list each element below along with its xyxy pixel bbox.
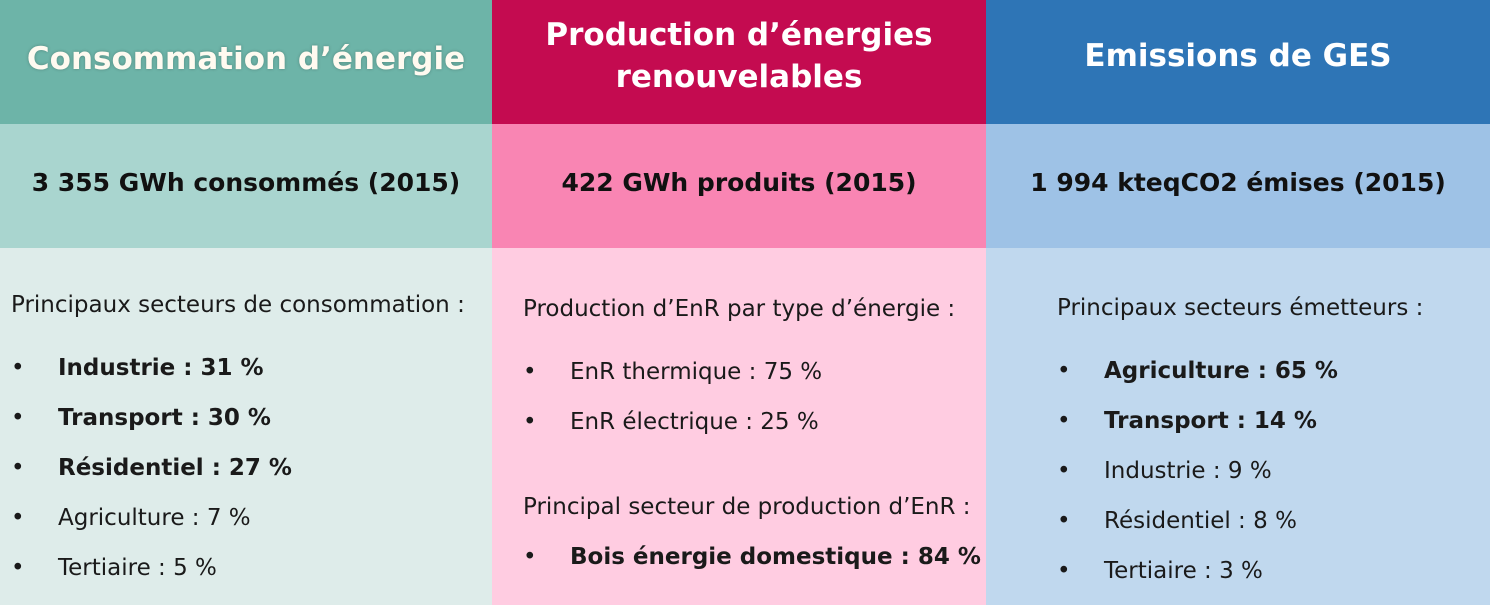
renewables-column: Production d’énergies renouvelables 422 … — [492, 0, 986, 605]
consumption-sectors-label: Principaux secteurs de consommation : — [11, 292, 465, 318]
bullet-icon: • — [11, 505, 25, 531]
energy-consumption-stat: 3 355 GWh consommés (2015) — [0, 124, 492, 248]
bullet-icon: • — [523, 544, 537, 570]
list-item-text: Tertiaire : 3 % — [1104, 558, 1263, 584]
list-item-text: EnR électrique : 25 % — [570, 409, 819, 435]
ghg-emissions-body: Principaux secteurs émetteurs : • Agricu… — [986, 248, 1490, 605]
energy-consumption-title: Consommation d’énergie — [26, 41, 466, 77]
bullet-icon: • — [1057, 408, 1071, 434]
list-item-text: Industrie : 31 % — [58, 355, 264, 381]
bullet-icon: • — [11, 455, 25, 481]
list-item-text: Transport : 14 % — [1104, 408, 1317, 434]
list-item-text: Transport : 30 % — [58, 405, 271, 431]
renewables-by-type-label: Production d’EnR par type d’énergie : — [523, 296, 956, 322]
list-item-text: Tertiaire : 5 % — [58, 555, 217, 581]
ghg-emissions-header: Emissions de GES — [986, 0, 1490, 124]
ghg-emissions-column: Emissions de GES 1 994 kteqCO2 émises (2… — [986, 0, 1490, 605]
bullet-icon: • — [11, 405, 25, 431]
ghg-emissions-title: Emissions de GES — [1084, 38, 1392, 74]
list-item-text: Résidentiel : 27 % — [58, 455, 292, 481]
bullet-icon: • — [523, 359, 537, 385]
energy-consumption-stat-text: 3 355 GWh consommés (2015) — [31, 167, 461, 197]
renewables-header: Production d’énergies renouvelables — [492, 0, 986, 124]
renewables-main-sector-label: Principal secteur de production d’EnR : — [523, 494, 971, 520]
bullet-icon: • — [11, 555, 25, 581]
emitting-sectors-label: Principaux secteurs émetteurs : — [1057, 295, 1424, 321]
list-item-text: EnR thermique : 75 % — [570, 359, 823, 385]
list-item-text: Agriculture : 7 % — [58, 505, 251, 531]
list-item-text: Industrie : 9 % — [1104, 458, 1272, 484]
bullet-icon: • — [1057, 358, 1071, 384]
ghg-emissions-stat: 1 994 kteqCO2 émises (2015) — [986, 124, 1490, 248]
bullet-icon: • — [1057, 508, 1071, 534]
renewables-stat: 422 GWh produits (2015) — [492, 124, 986, 248]
bullet-icon: • — [1057, 558, 1071, 584]
list-item-text: Agriculture : 65 % — [1104, 358, 1338, 384]
renewables-stat-text: 422 GWh produits (2015) — [561, 167, 917, 197]
energy-consumption-column: Consommation d’énergie 3 355 GWh consomm… — [0, 0, 492, 605]
renewables-title: Production d’énergies renouvelables — [545, 17, 933, 95]
renewables-body: Production d’EnR par type d’énergie : • … — [492, 248, 986, 605]
bullet-icon: • — [1057, 458, 1071, 484]
energy-consumption-header: Consommation d’énergie — [0, 0, 492, 124]
energy-consumption-body: Principaux secteurs de consommation : • … — [0, 248, 492, 605]
list-item-text: Bois énergie domestique : 84 % — [570, 544, 981, 570]
bullet-icon: • — [523, 409, 537, 435]
list-item-text: Résidentiel : 8 % — [1104, 508, 1297, 534]
ghg-emissions-stat-text: 1 994 kteqCO2 émises (2015) — [1030, 167, 1446, 197]
bullet-icon: • — [11, 355, 25, 381]
